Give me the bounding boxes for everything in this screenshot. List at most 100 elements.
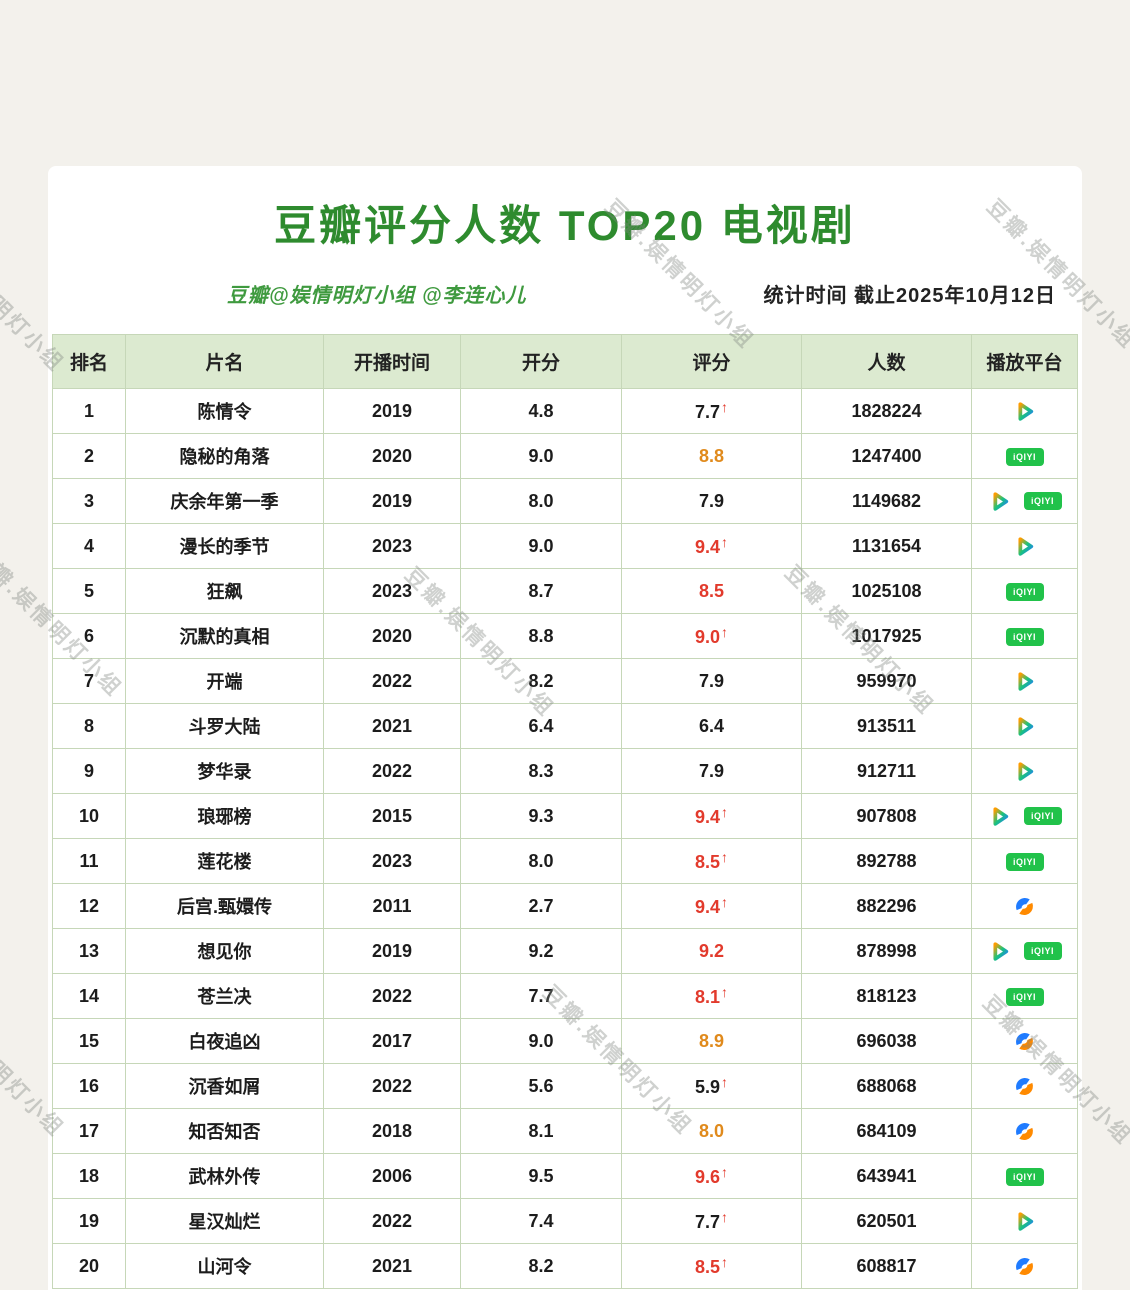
platform-cell: iQIYI <box>971 568 1078 614</box>
header-title: 片名 <box>125 334 324 389</box>
year-cell: 2023 <box>323 838 461 884</box>
table-body: 1 陈情令 2019 4.8 7.7↑ 1828224 2 隐秘的角落 2020… <box>52 388 1078 1289</box>
table-row: 1 陈情令 2019 4.8 7.7↑ 1828224 <box>52 388 1078 434</box>
iqiyi-label: iQIYI <box>1012 856 1036 867</box>
year-cell: 2020 <box>323 433 461 479</box>
title-cell: 梦华录 <box>125 748 324 794</box>
score-cell: 5.9↑ <box>621 1063 802 1109</box>
score-value: 7.7 <box>694 402 721 422</box>
platform-cell: iQIYI <box>971 928 1078 974</box>
header-rank: 排名 <box>52 334 126 389</box>
rank-cell: 8 <box>52 703 126 749</box>
score-value: 8.9 <box>698 1030 725 1051</box>
rank-cell: 5 <box>52 568 126 614</box>
table-row: 13 想见你 2019 9.2 9.2 878998 iQIYI <box>52 928 1078 974</box>
open-score-cell: 8.2 <box>460 1243 622 1289</box>
title-cell: 武林外传 <box>125 1153 324 1199</box>
score-cell: 8.5 <box>621 568 802 614</box>
score-cell: 9.6↑ <box>621 1153 802 1199</box>
count-cell: 643941 <box>801 1153 972 1199</box>
open-score-cell: 8.8 <box>460 613 622 659</box>
score-cell: 9.0↑ <box>621 613 802 659</box>
title-cell: 想见你 <box>125 928 324 974</box>
page-title: 豆瓣评分人数 TOP20 电视剧 <box>274 202 856 249</box>
score-value: 8.5 <box>694 1257 721 1277</box>
iqiyi-label: iQIYI <box>1012 451 1036 462</box>
count-cell: 1149682 <box>801 478 972 524</box>
title-cell: 陈情令 <box>125 388 324 434</box>
score-up-arrow: ↑ <box>721 534 729 550</box>
open-score-cell: 8.0 <box>460 838 622 884</box>
table-row: 17 知否知否 2018 8.1 8.0 684109 <box>52 1108 1078 1154</box>
youku-icon <box>1012 1254 1037 1279</box>
title-cell: 山河令 <box>125 1243 324 1289</box>
open-score-cell: 8.7 <box>460 568 622 614</box>
year-cell: 2022 <box>323 658 461 704</box>
count-cell: 913511 <box>801 703 972 749</box>
rank-cell: 10 <box>52 793 126 839</box>
iqiyi-icon: iQIYI <box>1023 492 1062 510</box>
year-cell: 2019 <box>323 388 461 434</box>
platform-cell <box>971 703 1078 749</box>
table-row: 7 开端 2022 8.2 7.9 959970 <box>52 658 1078 704</box>
count-cell: 818123 <box>801 973 972 1019</box>
platform-cell: iQIYI <box>971 838 1078 884</box>
title-cell: 开端 <box>125 658 324 704</box>
tencent-video-icon <box>1012 1209 1037 1234</box>
title-cell: 白夜追凶 <box>125 1018 324 1064</box>
count-cell: 1017925 <box>801 613 972 659</box>
table-row: 19 星汉灿烂 2022 7.4 7.7↑ 620501 <box>52 1198 1078 1244</box>
iqiyi-icon: iQIYI <box>1005 582 1044 601</box>
platform-cell <box>971 1063 1078 1109</box>
year-cell: 2022 <box>323 973 461 1019</box>
score-cell: 7.7↑ <box>621 388 802 434</box>
rank-cell: 15 <box>52 1018 126 1064</box>
table-row: 9 梦华录 2022 8.3 7.9 912711 <box>52 748 1078 794</box>
rank-cell: 12 <box>52 883 126 929</box>
score-cell: 9.4↑ <box>621 793 802 839</box>
subtitle-row: 豆瓣@娱情明灯小组 @李连心儿 统计时间 截止2025年10月12日 <box>52 279 1078 308</box>
iqiyi-icon: iQIYI <box>1005 627 1044 646</box>
credit-text: 豆瓣@娱情明灯小组 @李连心儿 <box>227 285 527 307</box>
title-cell: 知否知否 <box>125 1108 324 1154</box>
table-row: 11 莲花楼 2023 8.0 8.5↑ 892788 iQIYI <box>52 838 1078 884</box>
rank-cell: 6 <box>52 613 126 659</box>
youku-icon <box>1012 1029 1037 1054</box>
iqiyi-label: iQIYI <box>1012 991 1036 1002</box>
score-cell: 8.1↑ <box>621 973 802 1019</box>
year-cell: 2019 <box>323 928 461 974</box>
open-score-cell: 7.7 <box>460 973 622 1019</box>
rank-cell: 14 <box>52 973 126 1019</box>
score-value: 7.7 <box>694 1212 721 1232</box>
score-value: 8.5 <box>694 852 721 872</box>
ranking-table: 排名 片名 开播时间 开分 评分 人数 播放平台 1 陈情令 2019 4.8 … <box>52 334 1078 1289</box>
score-value: 6.4 <box>698 715 725 736</box>
open-score-cell: 9.0 <box>460 523 622 569</box>
table-row: 15 白夜追凶 2017 9.0 8.9 696038 <box>52 1018 1078 1064</box>
rank-cell: 9 <box>52 748 126 794</box>
year-cell: 2021 <box>323 1243 461 1289</box>
iqiyi-icon: iQIYI <box>1005 987 1044 1006</box>
count-cell: 684109 <box>801 1108 972 1154</box>
score-value: 9.4 <box>694 807 721 827</box>
header-year: 开播时间 <box>323 334 461 389</box>
title-cell: 沉香如屑 <box>125 1063 324 1109</box>
table-row: 2 隐秘的角落 2020 9.0 8.8 1247400 iQIYI <box>52 433 1078 479</box>
rank-cell: 19 <box>52 1198 126 1244</box>
title-cell: 漫长的季节 <box>125 523 324 569</box>
platform-cell: iQIYI <box>971 433 1078 479</box>
open-score-cell: 9.0 <box>460 1018 622 1064</box>
header-platform: 播放平台 <box>971 334 1078 389</box>
rank-cell: 17 <box>52 1108 126 1154</box>
score-up-arrow: ↑ <box>721 624 729 640</box>
tencent-video-icon <box>987 804 1012 829</box>
year-cell: 2011 <box>323 883 461 929</box>
score-cell: 9.2 <box>621 928 802 974</box>
open-score-cell: 2.7 <box>460 883 622 929</box>
iqiyi-label: iQIYI <box>1030 496 1054 506</box>
platform-cell <box>971 523 1078 569</box>
tencent-video-icon <box>1012 759 1037 784</box>
platform-cell <box>971 658 1078 704</box>
iqiyi-icon: iQIYI <box>1005 852 1044 871</box>
year-cell: 2021 <box>323 703 461 749</box>
